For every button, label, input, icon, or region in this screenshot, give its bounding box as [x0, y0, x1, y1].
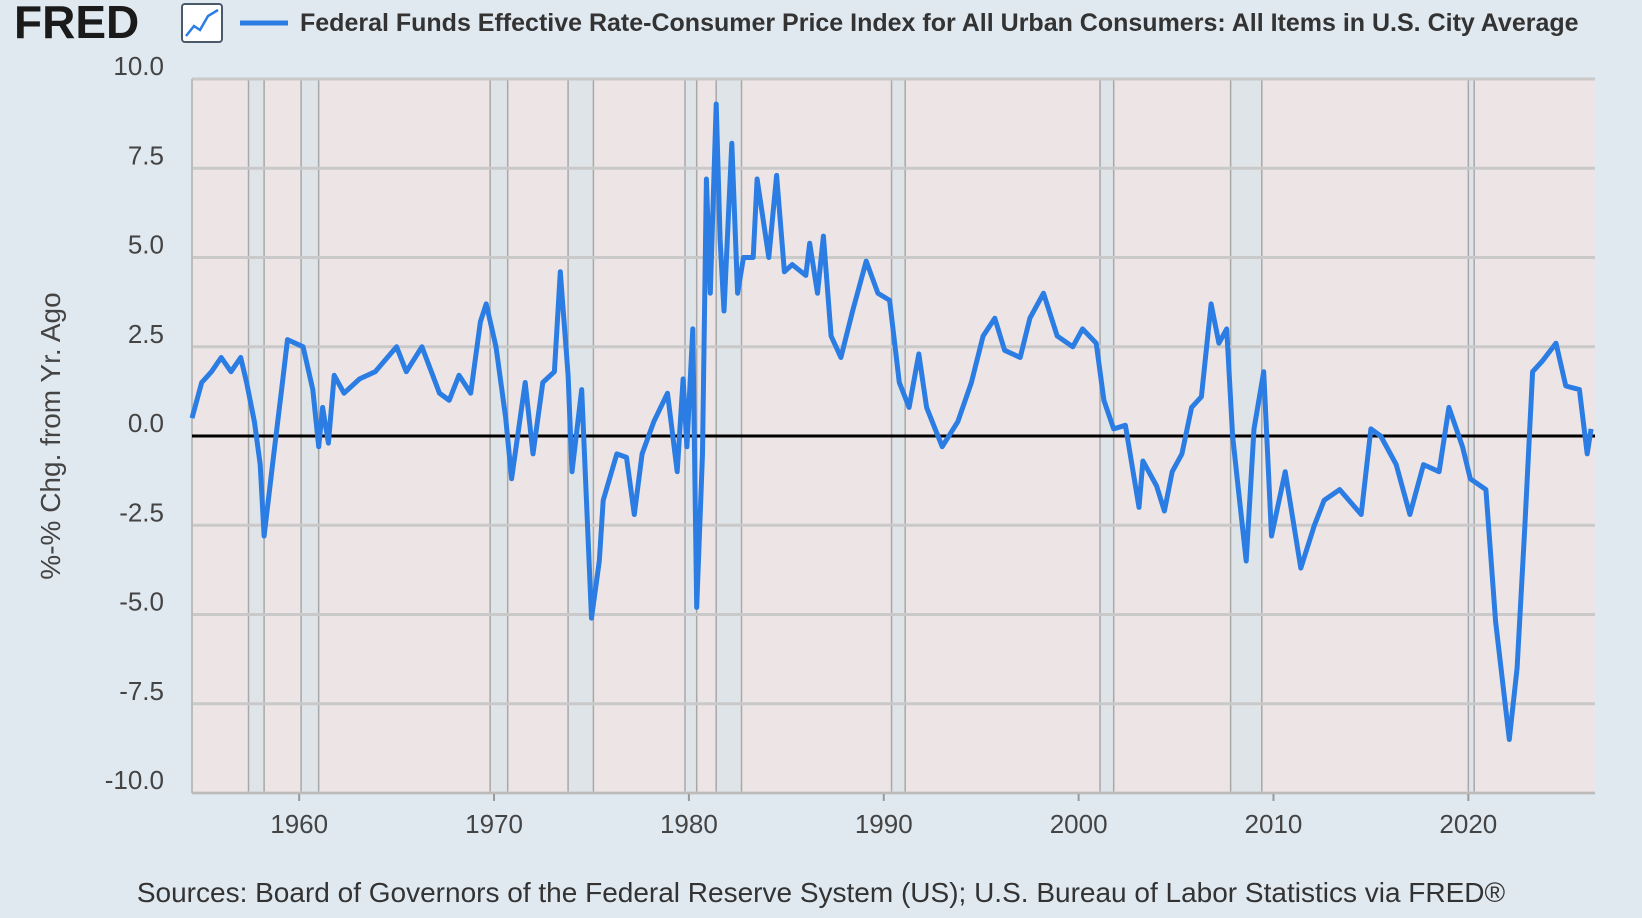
y-tick-label: 0.0	[128, 408, 164, 438]
legend-label: Federal Funds Effective Rate-Consumer Pr…	[300, 9, 1579, 37]
y-tick-label: 10.0	[113, 51, 164, 81]
y-tick-label: -7.5	[119, 676, 164, 706]
x-tick-label: 1960	[270, 809, 328, 839]
y-tick-label: -2.5	[119, 497, 164, 527]
y-axis-label: %-% Chg. from Yr. Ago	[35, 292, 66, 579]
y-tick-label: 7.5	[128, 140, 164, 170]
y-tick-label: 5.0	[128, 230, 164, 260]
x-tick-label: 1980	[660, 809, 718, 839]
x-tick-label: 2010	[1245, 809, 1303, 839]
y-tick-label: -5.0	[119, 587, 164, 617]
x-tick-label: 2020	[1439, 809, 1497, 839]
x-tick-label: 2000	[1050, 809, 1108, 839]
y-tick-label: 2.5	[128, 319, 164, 349]
series-line	[189, 101, 1594, 742]
x-tick-label: 1970	[465, 809, 523, 839]
x-tick-label: 1990	[855, 809, 913, 839]
logo: FRED	[14, 0, 139, 48]
logo-icon	[181, 3, 223, 43]
y-tick-label: -10.0	[105, 765, 164, 795]
source: Sources: Board of Governors of the Feder…	[137, 877, 1506, 908]
